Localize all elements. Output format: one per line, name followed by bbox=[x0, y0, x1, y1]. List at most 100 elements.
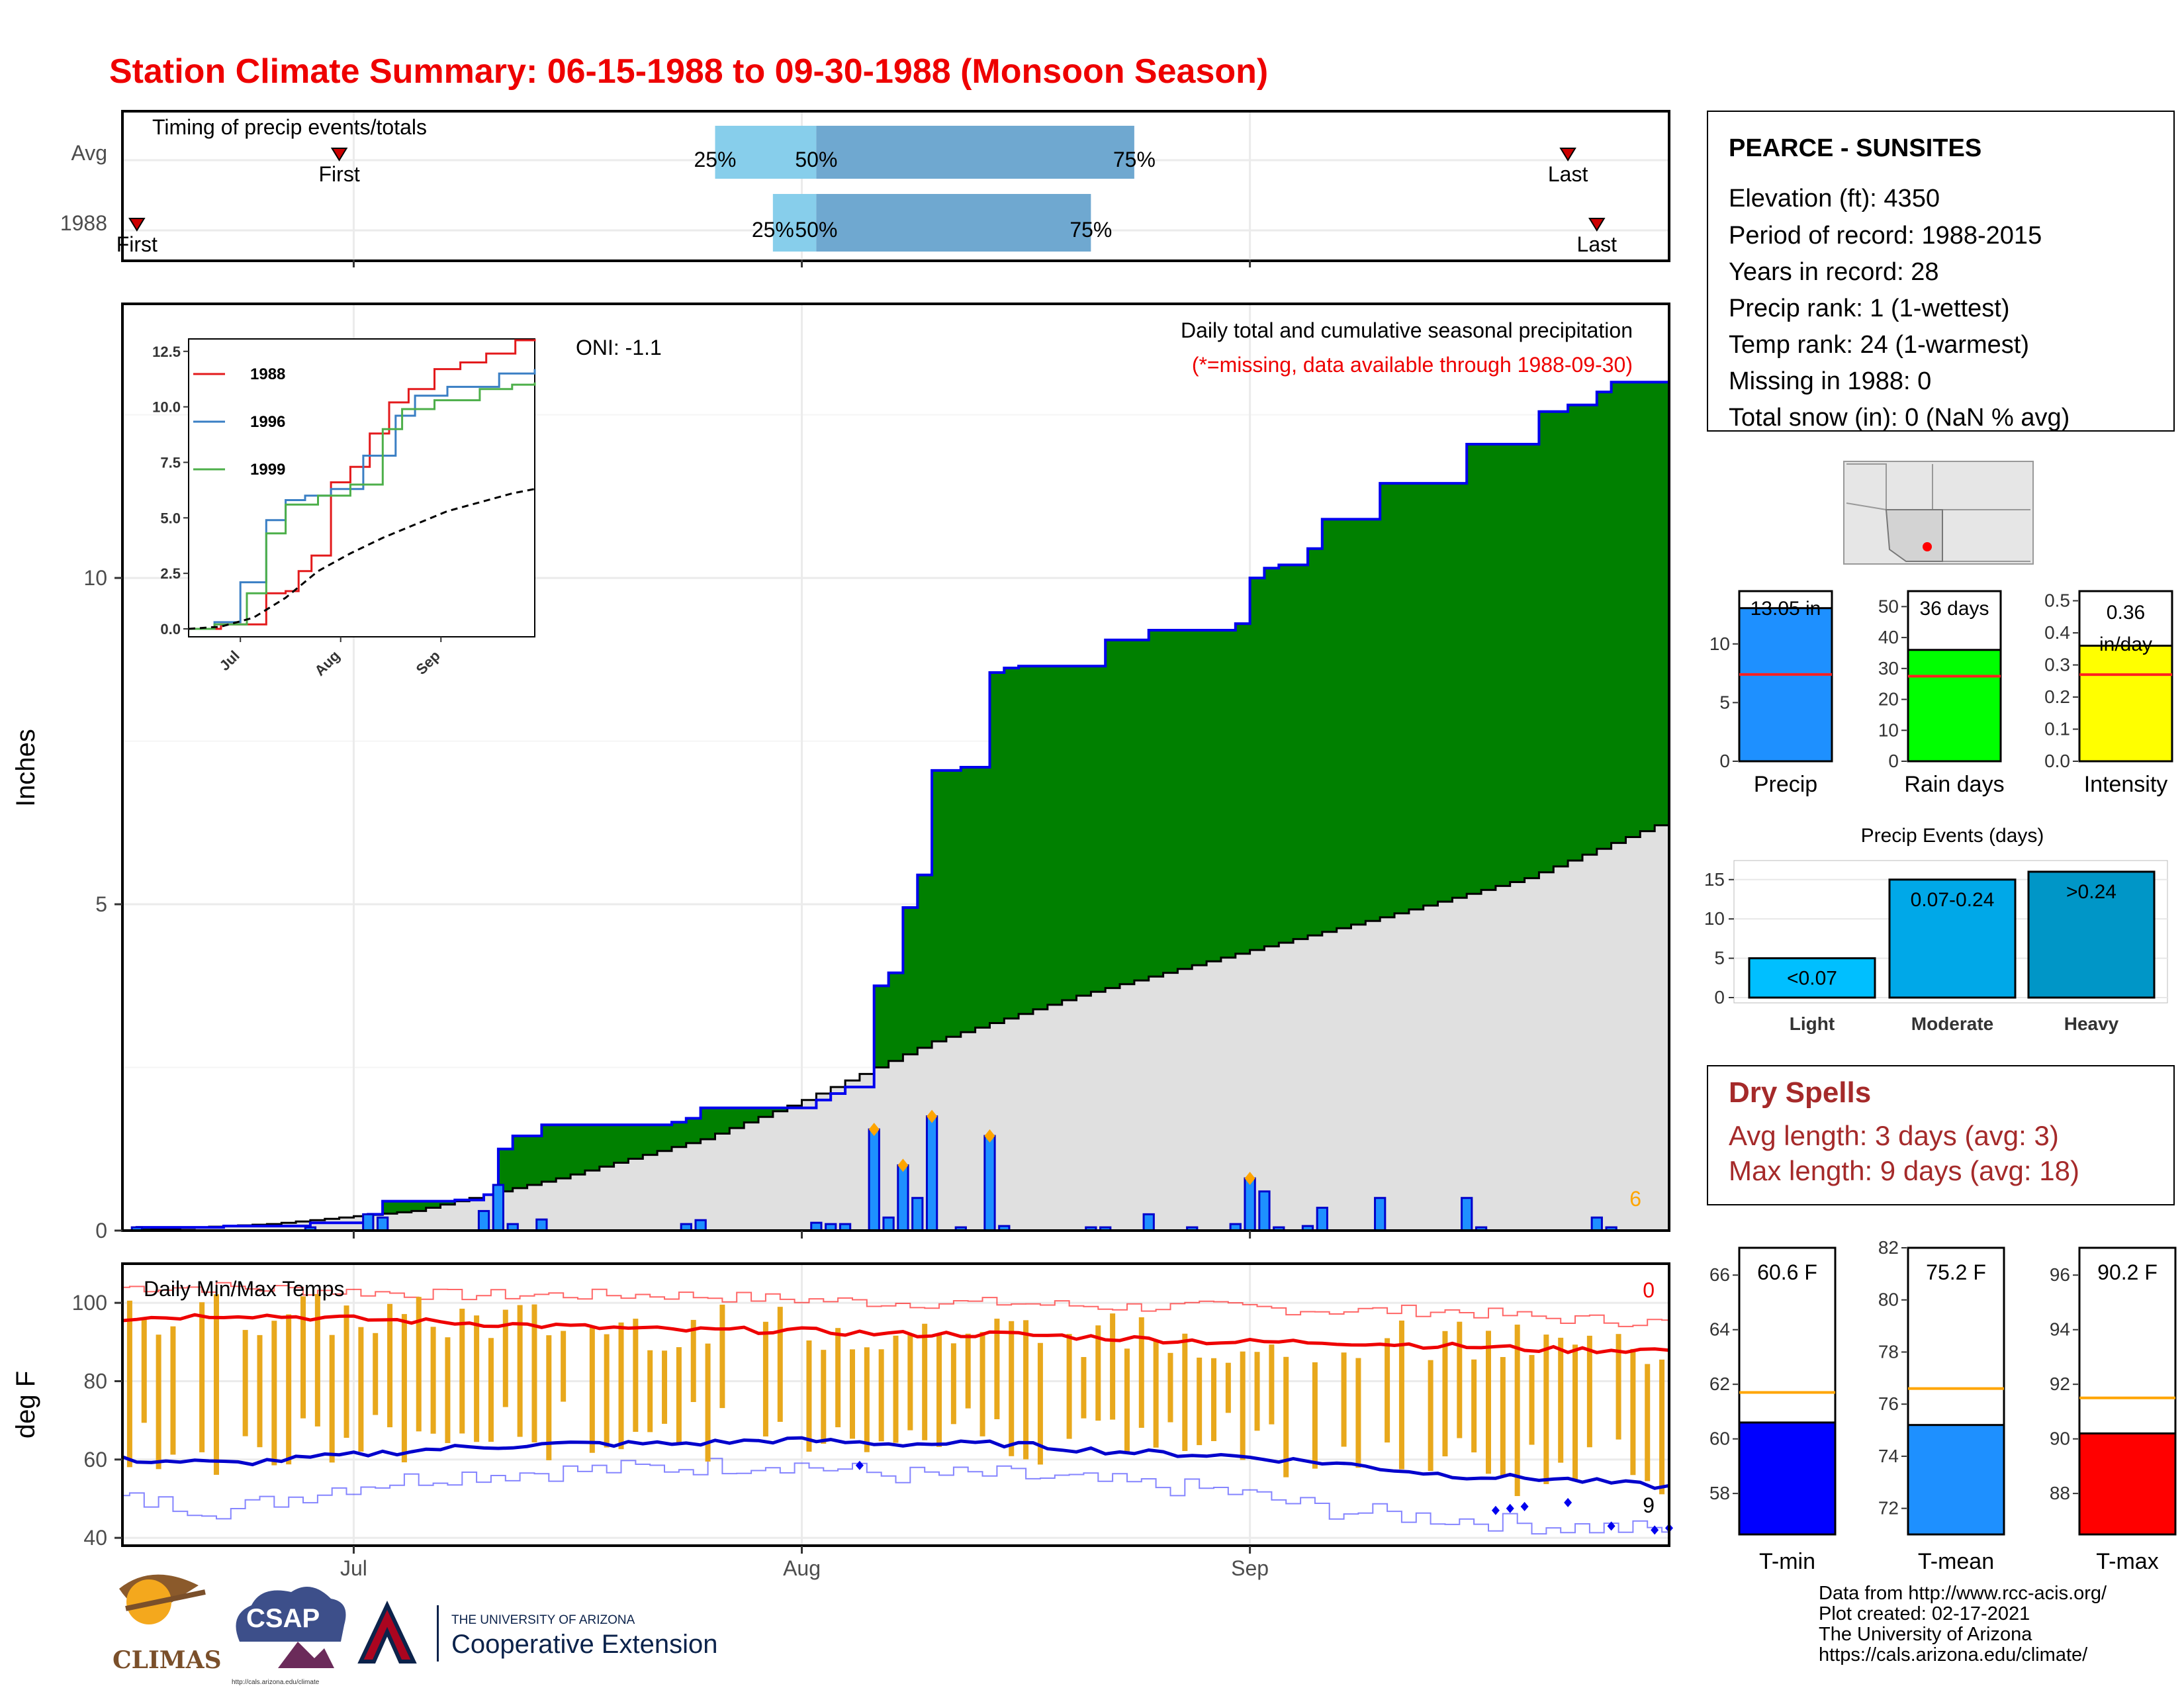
daily-temp-range-bar bbox=[1225, 1362, 1231, 1413]
csap-logo: CSAP http://cals.arizona.edu/climate bbox=[232, 1587, 346, 1686]
temp-ytick-label-3: 100 bbox=[72, 1291, 107, 1315]
inset-legend-label-1999: 1999 bbox=[250, 461, 285, 479]
summary-ytick-label: 10 bbox=[1709, 633, 1730, 654]
daily-temp-range-bar bbox=[1110, 1313, 1116, 1420]
timing-label-p25-0: 25% bbox=[694, 148, 736, 171]
timing-label-p50-0: 50% bbox=[795, 148, 837, 171]
temp-summary-name-0: T-min bbox=[1759, 1549, 1815, 1574]
temp-frame bbox=[121, 1262, 1670, 1547]
daily-precip-bar bbox=[983, 1135, 996, 1232]
date-xtick-label-2: Sep bbox=[1231, 1556, 1269, 1580]
inset-legend-label-1988: 1988 bbox=[250, 365, 285, 383]
station-missing: Missing in 1988: 0 bbox=[1729, 367, 1931, 395]
daily-precip-bar bbox=[1374, 1197, 1387, 1232]
temp-summary-value-1: 75.2 F bbox=[1926, 1260, 1986, 1284]
precip-ytick-label-1: 5 bbox=[95, 892, 107, 916]
timing-marker-last-0 bbox=[1559, 148, 1576, 162]
temp-summary-ytick-label: 72 bbox=[1878, 1498, 1899, 1519]
timing-box-q3-0 bbox=[816, 126, 1134, 179]
daily-temp-range-bar bbox=[1485, 1331, 1491, 1474]
inset-series-1988 bbox=[189, 339, 536, 630]
summary-ytick-label: 0.0 bbox=[2044, 751, 2070, 771]
events-category-0: Light bbox=[1790, 1013, 1835, 1034]
daily-temp-range-bar bbox=[141, 1319, 147, 1423]
temp-summary-bar-T-min bbox=[1738, 1421, 1837, 1536]
daily-temp-range-bar bbox=[633, 1319, 639, 1432]
inset-ytick-label-4: 10.0 bbox=[152, 399, 181, 416]
events-category-1: Moderate bbox=[1911, 1013, 1993, 1034]
daily-temp-range-bar bbox=[170, 1326, 176, 1455]
daily-precip-bar bbox=[868, 1128, 880, 1232]
ua-logo: THE UNIVERSITY OF ARIZONA Cooperative Ex… bbox=[357, 1600, 717, 1664]
inset-legend-label-1996: 1996 bbox=[250, 413, 285, 431]
station-snow: Total snow (in): 0 (NaN % avg) bbox=[1729, 404, 2070, 432]
station-info-panel: PEARCE - SUNSITES Elevation (ft): 4350 P… bbox=[1707, 111, 2175, 432]
daily-temp-range-bar bbox=[242, 1330, 248, 1436]
daily-temp-range-bar bbox=[806, 1340, 812, 1452]
events-bar-Moderate bbox=[1888, 878, 2017, 999]
record-high-line bbox=[122, 1282, 1669, 1327]
dry-spells-avg: Avg length: 3 days (avg: 3) bbox=[1729, 1120, 2059, 1151]
timing-marker-first-1 bbox=[128, 218, 146, 232]
daily-temp-range-bar bbox=[1442, 1331, 1448, 1457]
precip-ytick-label-2: 10 bbox=[83, 566, 107, 590]
daily-temp-range-bar bbox=[1341, 1352, 1347, 1447]
temp-count-top: 0 bbox=[1643, 1278, 1655, 1302]
timing-row-label-avg: Avg bbox=[71, 141, 107, 165]
temp-summary-bar-T-mean bbox=[1907, 1424, 2005, 1536]
locator-map bbox=[1843, 461, 2034, 565]
summary-ytick-label: 30 bbox=[1878, 658, 1899, 679]
record-low-marker bbox=[1564, 1497, 1572, 1507]
daily-temp-range-bar bbox=[1659, 1359, 1665, 1495]
date-xtick-label-0: Jul bbox=[340, 1556, 367, 1580]
events-category-2: Heavy bbox=[2064, 1013, 2119, 1034]
inset-ytick-label-0: 0.0 bbox=[160, 621, 181, 637]
credits-block: Data from http://www.rcc-acis.org/ Plot … bbox=[1819, 1583, 2107, 1665]
daily-temp-range-bar bbox=[1645, 1364, 1651, 1481]
daily-temp-range-bar bbox=[314, 1293, 320, 1427]
daily-temp-range-bar bbox=[329, 1335, 335, 1463]
temp-summary-value-0: 60.6 F bbox=[1757, 1260, 1817, 1284]
timing-label-first-1: First bbox=[116, 232, 158, 256]
summary-bar-charts: 0 5 10 13.05 in Precip 0 10 20 30 40 50 36 days Rain… bbox=[1709, 590, 2173, 797]
inset-series-avg bbox=[188, 488, 535, 630]
station-period: Period of record: 1988-2015 bbox=[1729, 222, 2042, 250]
record-low-marker bbox=[855, 1460, 864, 1470]
temp-summary-value-2: 90.2 F bbox=[2097, 1260, 2158, 1284]
timing-label-p75-1: 75% bbox=[1069, 218, 1112, 242]
events-ytick-label-2: 10 bbox=[1704, 908, 1725, 929]
daily-temp-range-bar bbox=[1471, 1359, 1477, 1453]
inset-ytick-label-5: 12.5 bbox=[152, 344, 181, 360]
events-bar-Light bbox=[1748, 957, 1876, 999]
inset-series-1999 bbox=[189, 382, 536, 630]
inset-frame bbox=[188, 338, 535, 637]
daily-temp-range-bar bbox=[719, 1304, 725, 1409]
record-low-line bbox=[122, 1458, 1669, 1535]
daily-temp-range-bar bbox=[821, 1350, 827, 1444]
station-years: Years in record: 28 bbox=[1729, 258, 1939, 286]
station-precip-rank: Precip rank: 1 (1-wettest) bbox=[1729, 295, 2009, 322]
daily-temp-range-bar bbox=[1197, 1357, 1203, 1446]
temp-summary-ytick-label: 78 bbox=[1878, 1341, 1899, 1362]
csap-wordmark: CSAP bbox=[246, 1604, 320, 1633]
daily-temp-range-bar bbox=[647, 1350, 653, 1432]
daily-precip-marker bbox=[1244, 1172, 1255, 1186]
daily-temp-range-bar bbox=[343, 1305, 349, 1438]
daily-temp-range-bar bbox=[965, 1333, 971, 1409]
ua-line1: THE UNIVERSITY OF ARIZONA bbox=[451, 1613, 635, 1627]
summary-value-label-1: 36 days bbox=[1919, 598, 1989, 620]
temp-summary-ytick-label: 94 bbox=[2050, 1319, 2070, 1340]
temp-summary-ytick-label: 74 bbox=[1878, 1446, 1899, 1466]
temp-summary-ytick-label: 58 bbox=[1709, 1483, 1730, 1503]
temp-summary-ytick-label: 88 bbox=[2050, 1483, 2070, 1503]
temp-summary-name-2: T-max bbox=[2096, 1549, 2158, 1574]
daily-temp-range-bar bbox=[922, 1323, 928, 1440]
daily-temp-range-bar bbox=[1095, 1325, 1101, 1421]
page-title: Station Climate Summary: 06-15-1988 to 0… bbox=[109, 52, 1268, 91]
inset-ytick-label-3: 7.5 bbox=[160, 454, 181, 471]
precip-panel: 0 5 10 Inches ONI: -1.1 Daily total and cu… bbox=[11, 303, 1670, 1243]
daily-temp-range-bar bbox=[488, 1338, 494, 1442]
events-bar-Heavy bbox=[2027, 870, 2156, 999]
credit-plot-date: Plot created: 02-17-2021 bbox=[1819, 1603, 2030, 1624]
precip-ytick-label-0: 0 bbox=[95, 1219, 107, 1243]
